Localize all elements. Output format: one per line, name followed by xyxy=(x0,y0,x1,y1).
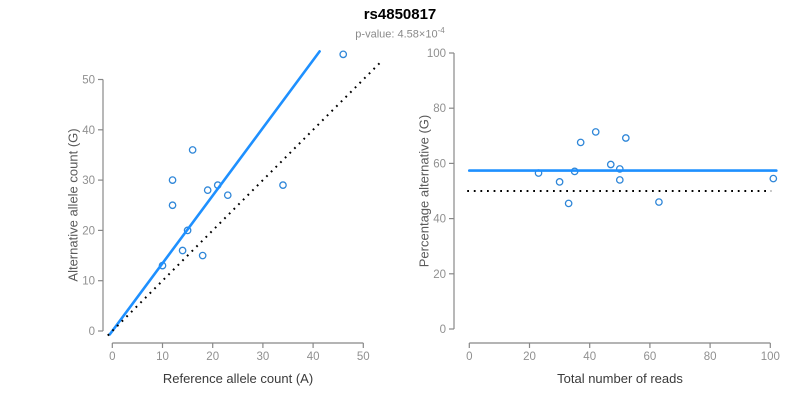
x-tick-label: 40 xyxy=(583,351,596,363)
left-x-axis-label: Reference allele count (A) xyxy=(162,371,314,386)
data-point xyxy=(188,146,197,154)
data-point xyxy=(168,176,177,184)
y-tick-label: 30 xyxy=(82,175,95,187)
data-point xyxy=(555,178,564,186)
pvalue-subtitle: p-value: 4.58×10-4 xyxy=(0,26,800,41)
y-tick-label: 20 xyxy=(82,225,95,237)
y-tick-label: 40 xyxy=(433,214,446,226)
data-point xyxy=(621,134,630,142)
x-tick-label: 20 xyxy=(206,351,219,363)
data-point xyxy=(279,181,287,189)
x-tick-label: 0 xyxy=(109,351,115,363)
y-tick-label: 60 xyxy=(433,158,446,170)
data-point xyxy=(769,174,778,183)
x-tick-label: 10 xyxy=(156,351,169,363)
x-tick-label: 50 xyxy=(357,351,370,363)
left-y-axis-label: Alternative allele count (G) xyxy=(65,128,81,282)
y-tick-label: 50 xyxy=(82,75,95,87)
x-tick-label: 30 xyxy=(257,351,270,363)
data-point xyxy=(615,165,624,173)
data-point xyxy=(223,191,232,200)
data-point xyxy=(564,199,573,208)
right-x-axis-label: Total number of reads xyxy=(557,371,683,386)
left-plot: 0 10 20 30 40 50 0 10 20 30 40 50 xyxy=(82,50,382,363)
identity-line xyxy=(107,61,382,337)
regression-line xyxy=(108,50,321,336)
right-y-axis-label: Percentage alternative (G) xyxy=(416,114,432,268)
x-tick-label: 60 xyxy=(644,351,657,363)
data-point xyxy=(576,138,585,147)
data-point xyxy=(591,128,600,136)
y-tick-label: 40 xyxy=(82,125,95,137)
data-point xyxy=(178,246,187,255)
right-plot: 0 20 40 60 80 100 0 20 40 60 80 100 xyxy=(427,48,780,363)
data-point xyxy=(203,186,212,195)
plot-title: rs4850817 xyxy=(363,6,437,23)
data-point xyxy=(615,176,624,184)
data-point xyxy=(606,160,615,169)
y-tick-label: 80 xyxy=(433,103,446,115)
data-point xyxy=(198,251,207,260)
data-point xyxy=(339,50,348,59)
x-tick-label: 40 xyxy=(307,351,320,363)
y-tick-label: 0 xyxy=(89,326,95,338)
x-tick-label: 20 xyxy=(523,351,536,363)
data-point xyxy=(655,198,663,206)
pvalue-text: p-value: 4.58×10 xyxy=(355,28,438,41)
x-tick-label: 100 xyxy=(761,351,780,363)
x-tick-label: 0 xyxy=(466,351,472,363)
y-tick-label: 10 xyxy=(82,276,95,288)
x-tick-label: 80 xyxy=(704,351,717,363)
y-tick-label: 20 xyxy=(433,269,446,281)
y-tick-label: 0 xyxy=(440,324,446,336)
y-tick-label: 100 xyxy=(427,48,446,60)
pvalue-exponent: -4 xyxy=(437,26,445,35)
data-point xyxy=(168,201,177,210)
data-point xyxy=(183,226,192,235)
